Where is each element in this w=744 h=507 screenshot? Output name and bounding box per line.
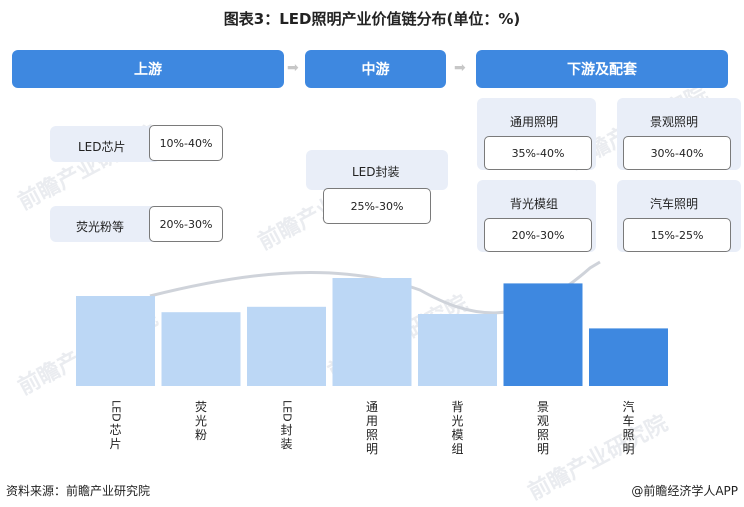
label-auto-lighting: 汽车照明 xyxy=(650,197,699,211)
category-label-1: LED芯片 xyxy=(109,400,122,451)
stage-midstream: 中游 xyxy=(305,50,446,88)
category-label-4: 通用照明 xyxy=(366,400,378,456)
panel-led-package xyxy=(306,150,448,190)
source-note: 资料来源：前瞻产业研究院 xyxy=(6,484,151,498)
svg-text:照: 照 xyxy=(366,428,378,442)
svg-text:背: 背 xyxy=(451,400,463,414)
svg-text:模: 模 xyxy=(451,428,463,442)
svg-text:LED: LED xyxy=(110,400,123,422)
stage-downstream: 下游及配套 xyxy=(476,50,728,88)
bar-2 xyxy=(161,312,241,386)
svg-text:车: 车 xyxy=(622,413,634,428)
arrow-icon: ➡ xyxy=(454,60,466,76)
svg-text:观: 观 xyxy=(537,414,549,428)
bar-7 xyxy=(589,328,668,386)
svg-text:封: 封 xyxy=(280,423,292,437)
bar-3 xyxy=(247,306,326,386)
category-label-5: 背光模组 xyxy=(451,400,463,456)
svg-text:照: 照 xyxy=(622,428,634,442)
panel-led-chip xyxy=(50,126,160,162)
bar-5 xyxy=(418,314,497,386)
svg-text:粉: 粉 xyxy=(195,428,207,442)
range-landscape-lighting: 30%-40% xyxy=(623,136,731,170)
stage-upstream: 上游 xyxy=(12,50,284,88)
svg-text:荧: 荧 xyxy=(195,400,207,414)
category-label-2: 荧光粉 xyxy=(195,400,207,442)
label-led-package: LED封装 xyxy=(352,165,400,179)
panel-phosphor xyxy=(50,206,160,242)
category-label-7: 汽车照明 xyxy=(622,399,634,456)
label-led-chip: LED芯片 xyxy=(78,140,126,154)
svg-text:景: 景 xyxy=(537,400,549,414)
range-led-chip: 10%-40% xyxy=(149,125,223,161)
svg-text:用: 用 xyxy=(366,414,378,428)
arrow-icon: ➡ xyxy=(287,60,299,76)
brand-note: @前瞻经济学人APP xyxy=(631,484,738,498)
range-phosphor: 20%-30% xyxy=(149,206,223,242)
svg-text:光: 光 xyxy=(451,414,463,428)
bar-1 xyxy=(76,296,155,386)
range-led-package: 25%-30% xyxy=(323,188,431,224)
svg-text:通: 通 xyxy=(366,400,378,414)
range-auto-lighting: 15%-25% xyxy=(623,218,731,252)
svg-text:芯: 芯 xyxy=(109,423,121,437)
label-general-lighting: 通用照明 xyxy=(510,115,559,129)
bar-4 xyxy=(332,278,412,386)
range-general-lighting: 35%-40% xyxy=(484,136,592,170)
category-label-3: LED封装 xyxy=(280,400,293,451)
range-backlight-module: 20%-30% xyxy=(484,218,592,252)
svg-text:照: 照 xyxy=(537,428,549,442)
label-landscape-lighting: 景观照明 xyxy=(650,115,699,129)
category-label-6: 景观照明 xyxy=(537,400,549,456)
svg-text:汽: 汽 xyxy=(622,399,634,414)
page-title: 图表3：LED照明产业价值链分布(单位：%) xyxy=(223,10,521,28)
svg-text:片: 片 xyxy=(109,437,121,451)
svg-text:光: 光 xyxy=(195,414,207,428)
svg-text:组: 组 xyxy=(451,442,463,456)
bar-6 xyxy=(503,283,583,386)
svg-text:明: 明 xyxy=(537,442,549,456)
label-backlight-module: 背光模组 xyxy=(510,197,559,211)
svg-text:装: 装 xyxy=(280,437,292,451)
svg-text:明: 明 xyxy=(622,442,634,456)
svg-text:明: 明 xyxy=(366,442,378,456)
label-phosphor: 荧光粉等 xyxy=(76,220,125,234)
svg-text:LED: LED xyxy=(281,400,294,422)
